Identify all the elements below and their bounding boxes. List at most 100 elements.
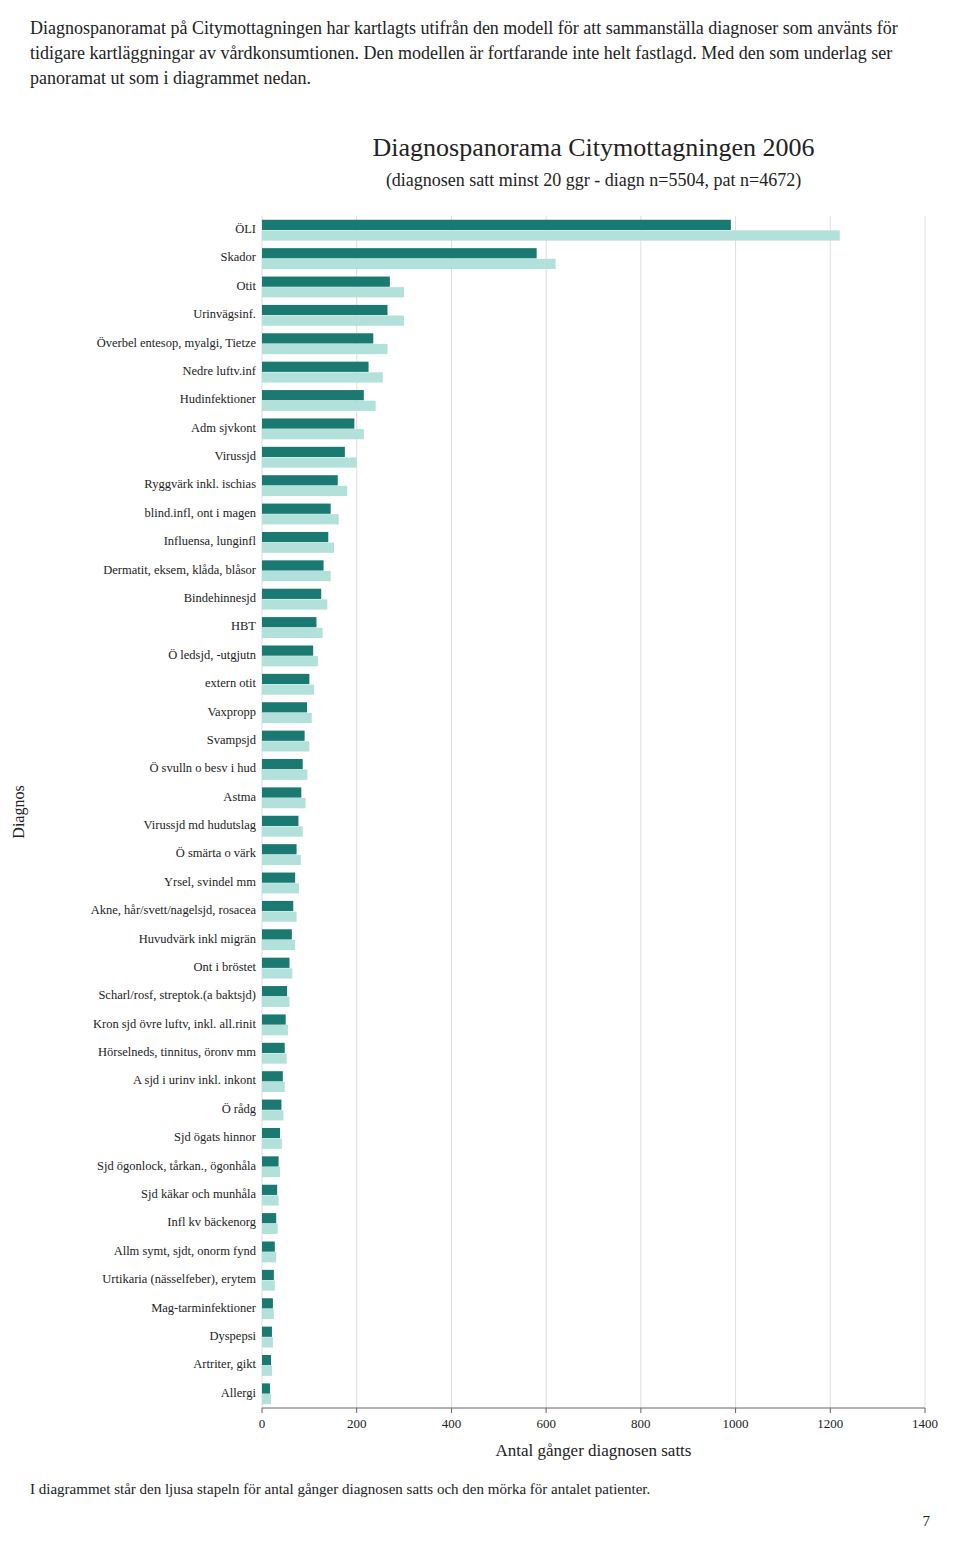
grid-line: [546, 216, 547, 1408]
bar: [262, 770, 307, 780]
y-tick-label: A sjd i urinv inkl. inkont: [133, 1073, 256, 1087]
y-tick-label: Adm sjvkont: [191, 421, 256, 435]
bar: [262, 656, 318, 666]
bar: [262, 1128, 280, 1138]
x-tick: [546, 1408, 547, 1413]
title: Diagnospanorama Citymottagningen 2006: [373, 133, 815, 162]
bar: [262, 1280, 275, 1290]
y-tick-label: Huvudvärk inkl migrän: [139, 932, 257, 946]
y-tick-label: Nedre luftv.inf: [183, 364, 257, 378]
x-tick-label: 400: [442, 1416, 462, 1431]
bar: [262, 287, 404, 297]
bar: [262, 787, 301, 797]
bar: [262, 457, 357, 467]
bar: [262, 1082, 285, 1092]
bar: [262, 674, 309, 684]
y-tick-label: Ö ledsjd, -utgjutn: [168, 648, 257, 662]
y-tick-label: Ö smärta o värk: [176, 846, 257, 860]
y-tick-label: Yrsel, svindel mm: [164, 875, 256, 889]
x-tick-label: 1400: [912, 1416, 938, 1431]
y-tick-label: Urinvägsinf.: [193, 307, 256, 321]
bar: [262, 1025, 288, 1035]
bar: [262, 968, 292, 978]
bar: [262, 816, 298, 826]
bar: [262, 220, 731, 230]
bar: [262, 713, 312, 723]
bar: [262, 628, 323, 638]
x-tick-label: 0: [259, 1416, 266, 1431]
x-tick: [830, 1408, 831, 1413]
y-tick-label: HBT: [231, 619, 256, 633]
y-tick-label: Urtikaria (nässelfeber), erytem: [102, 1272, 256, 1286]
bar: [262, 1110, 283, 1120]
y-tick-label: Hörselneds, tinnitus, öronv mm: [98, 1045, 256, 1059]
bar: [262, 1100, 281, 1110]
x-tick: [640, 1408, 641, 1413]
y-tick-label: ÖLI: [235, 222, 256, 236]
bar: [262, 986, 287, 996]
footnote: I diagrammet står den ljusa stapeln för …: [30, 1481, 650, 1497]
grid-line: [451, 216, 452, 1408]
y-tick-label: Ont i bröstet: [194, 960, 257, 974]
x-tick-label: 200: [347, 1416, 367, 1431]
y-axis-label: Diagnos: [10, 785, 28, 838]
bar: [262, 372, 383, 382]
bar: [262, 475, 338, 485]
y-tick-label: Skador: [221, 250, 257, 264]
bar: [262, 316, 404, 326]
x-axis-label: Antal gånger diagnosen satts: [496, 1441, 692, 1460]
bar: [262, 929, 292, 939]
bar: [262, 1394, 271, 1404]
bar: [262, 1366, 272, 1376]
y-tick-label: Ö rådg: [222, 1102, 257, 1116]
grid: [262, 216, 925, 1408]
bar: [262, 1167, 280, 1177]
bar: [262, 418, 354, 428]
y-tick-label: Hudinfektioner: [180, 392, 257, 406]
y-tick-label: Allm symt, sjdt, onorm fynd: [114, 1244, 257, 1258]
x-tick: [356, 1408, 357, 1413]
bar: [262, 447, 345, 457]
bar: [262, 1213, 276, 1223]
x-tick: [451, 1408, 452, 1413]
bar: [262, 571, 331, 581]
bar: [262, 277, 390, 287]
bar: [262, 940, 295, 950]
y-tick-label: Akne, hår/svett/nagelsjd, rosacea: [91, 903, 257, 917]
bar: [262, 1252, 276, 1262]
grid-line: [640, 216, 641, 1408]
bar: [262, 1298, 273, 1308]
bar: [262, 798, 306, 808]
y-tick-label: Vaxpropp: [207, 705, 256, 719]
bar: [262, 702, 307, 712]
bar: [262, 362, 369, 372]
x-tick: [735, 1408, 736, 1413]
y-tick-label: Influensa, lunginfl: [164, 534, 257, 548]
bar: [262, 759, 303, 769]
subtitle: (diagnosen satt minst 20 ggr - diagn n=5…: [386, 170, 801, 191]
bar: [262, 1270, 274, 1280]
x-tick-label: 800: [631, 1416, 651, 1431]
bar: [262, 731, 305, 741]
bar: [262, 390, 364, 400]
y-tick-label: Allergi: [221, 1386, 257, 1400]
bar: [262, 230, 840, 240]
bar: [262, 344, 387, 354]
bar: [262, 997, 289, 1007]
grid-line: [925, 216, 926, 1408]
bar: [262, 1071, 283, 1081]
bar: [262, 1043, 285, 1053]
bar: [262, 1185, 277, 1195]
grid-line: [735, 216, 736, 1408]
bar: [262, 826, 303, 836]
y-tick-label: Sjd käkar och munhåla: [141, 1187, 256, 1201]
page-number: 7: [923, 1513, 931, 1529]
bar: [262, 1355, 271, 1365]
bar: [262, 543, 334, 553]
bar: [262, 1053, 287, 1063]
y-tick-label: Astma: [223, 790, 256, 804]
y-tick-label: Ö svulln o besv i hud: [149, 761, 256, 775]
y-tick-label: Dermatit, eksem, klåda, blåsor: [103, 563, 257, 577]
y-tick-label: Infl kv bäckenorg: [167, 1215, 256, 1229]
bar: [262, 514, 339, 524]
